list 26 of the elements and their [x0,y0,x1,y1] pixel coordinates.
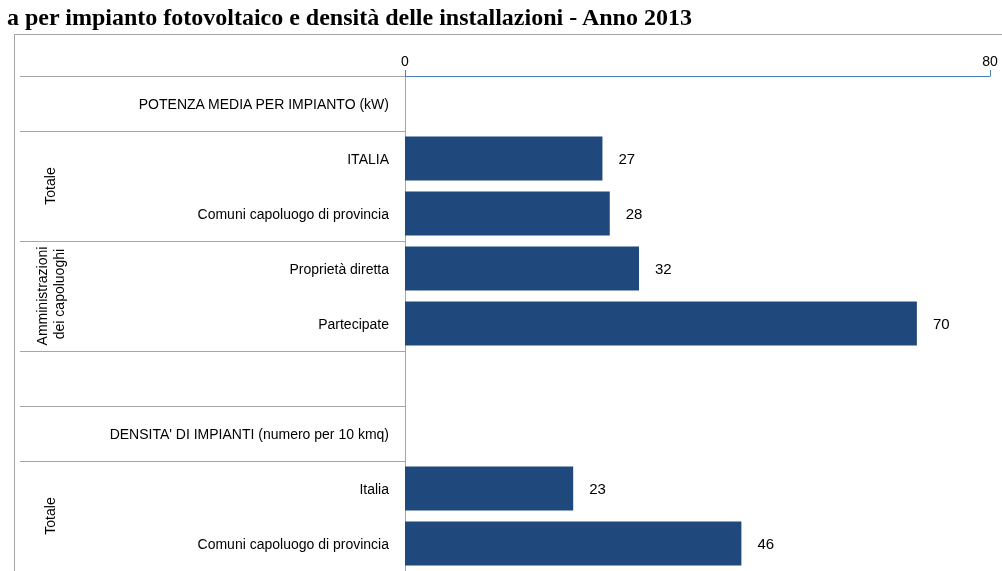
y-tick-label: Italia [359,480,390,497]
chart-title: a per impianto fotovoltaico e densità delle installazioni - Anno 2013 [7,4,692,30]
bar [405,136,603,181]
y-tick-label: DENSITA' DI IMPIANTI (numero per 10 kmq) [109,425,389,442]
y-tick-label: ITALIA [347,150,390,167]
data-label: 27 [618,150,636,167]
bar [405,301,917,346]
bar [405,246,639,291]
bar [405,191,610,236]
y-tick-label: Proprietà diretta [289,260,390,277]
y-tick-label: POTENZA MEDIA PER IMPIANTO (kW) [138,95,389,112]
data-label: 23 [589,480,606,497]
text: Totale [42,167,58,205]
bar [405,466,574,511]
y-tick-label: Comuni capoluogo di provincia [197,535,390,552]
data-label: 70 [932,315,950,332]
y-tick-label: Partecipate [318,315,390,332]
y-tick-label: Comuni capoluogo di provincia [197,205,390,222]
text: Amministrazioni dei capoluoghi [33,246,67,346]
data-label: 28 [625,205,643,222]
x-tick-label: 0 [401,53,410,69]
text: Totale [42,497,58,535]
x-tick-label: 80 [982,53,998,69]
data-label: 32 [655,260,672,277]
bar [405,521,742,566]
data-label: 46 [757,535,775,552]
